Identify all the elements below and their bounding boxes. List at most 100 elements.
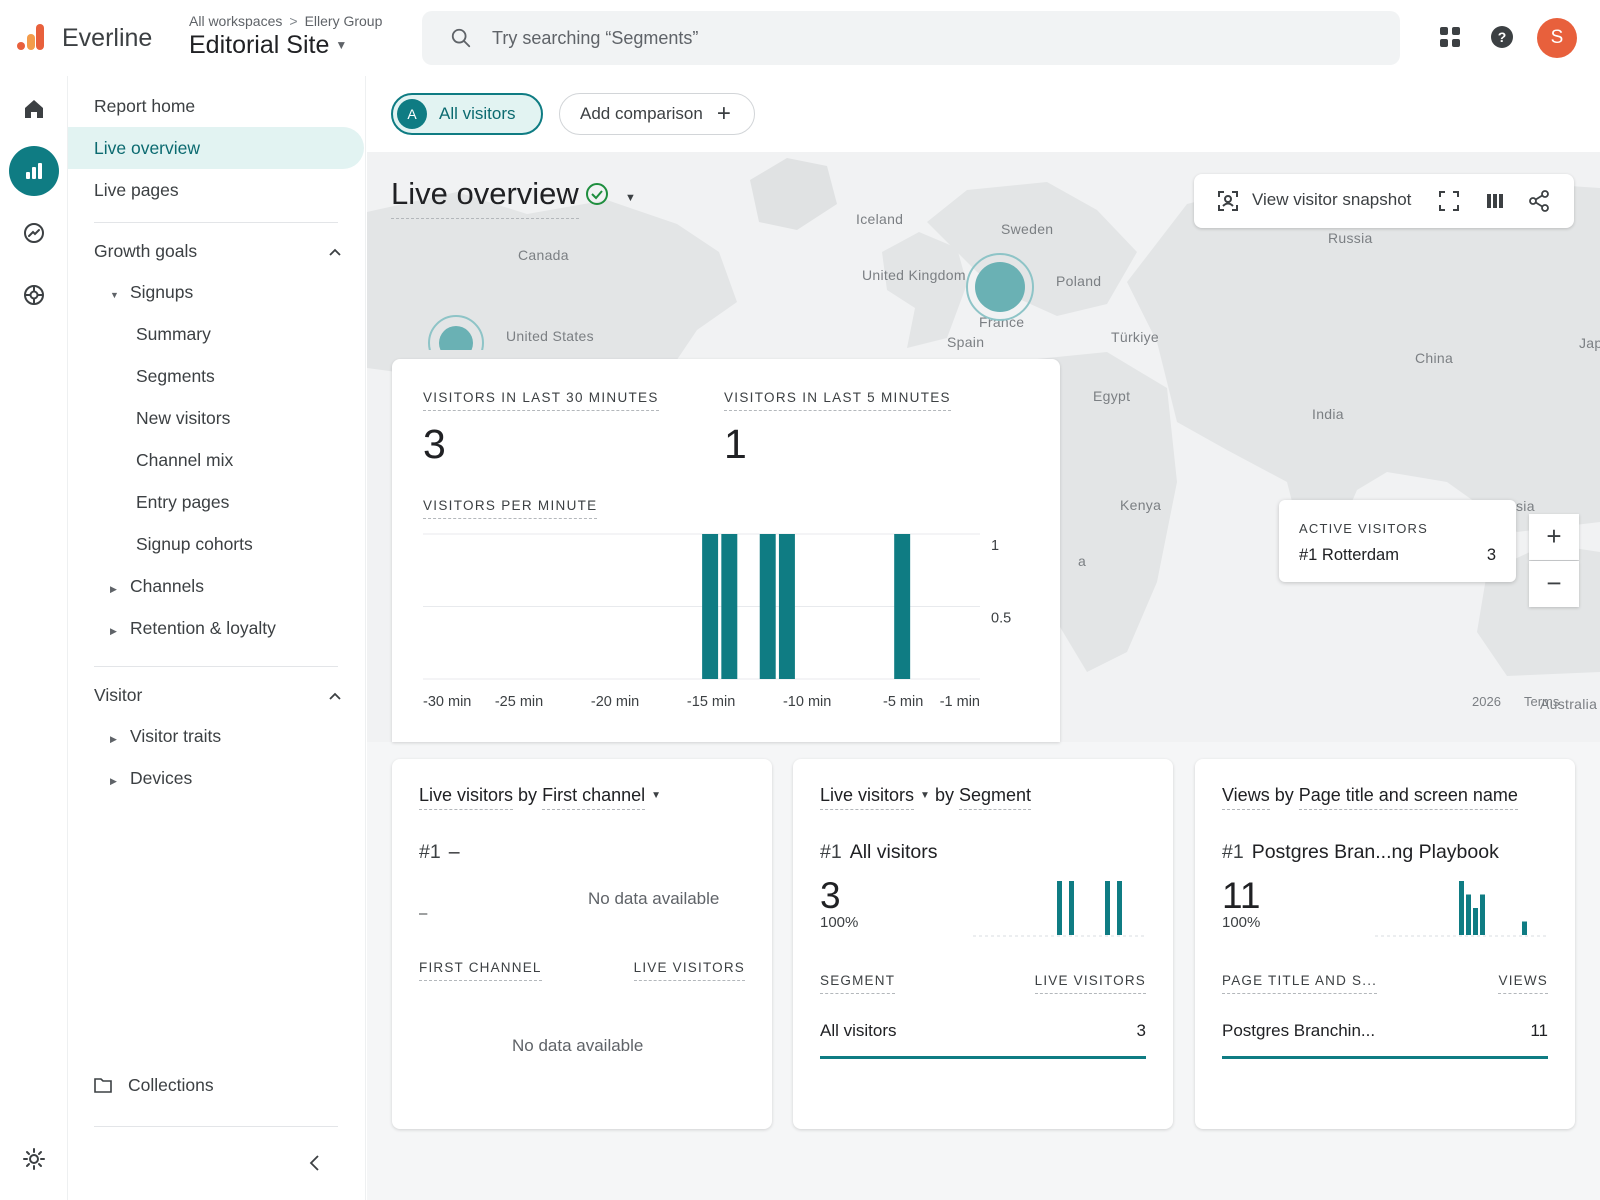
table-row-name[interactable]: All visitors [820, 1021, 897, 1040]
x-tick-label: -25 min [495, 694, 543, 709]
nav-collections[interactable]: Collections [68, 1064, 364, 1106]
nav-channels[interactable]: ▶ Channels [68, 565, 364, 607]
property-selector[interactable]: Editorial Site ▼ [189, 31, 347, 60]
share-icon[interactable] [1528, 190, 1550, 212]
card-title[interactable]: Live visitors by First channel ▼ [419, 785, 662, 810]
view-visitor-snapshot-button[interactable]: View visitor snapshot [1252, 190, 1412, 209]
nav-report-home[interactable]: Report home [94, 96, 196, 116]
caret-down-icon: ▼ [651, 790, 662, 801]
card-metric[interactable]: Views [1222, 785, 1270, 810]
kpi-label[interactable]: VISITORS IN LAST 30 MINUTES [423, 390, 659, 411]
card-metric[interactable]: Live visitors [820, 785, 915, 810]
help-icon[interactable]: ? [1489, 24, 1515, 50]
column-header[interactable]: LIVE VISITORS [633, 960, 745, 981]
chart-bar[interactable] [721, 534, 738, 679]
nav-live-overview[interactable]: Live overview [68, 127, 364, 169]
map-label: Russia [1328, 230, 1373, 246]
column-header[interactable]: FIRST CHANNEL [419, 960, 542, 981]
chart-title[interactable]: VISITORS PER MINUTE [423, 498, 598, 519]
chart-bar[interactable] [778, 534, 795, 679]
sparkline-bar [1459, 881, 1464, 935]
rail-home[interactable] [9, 84, 59, 134]
add-comparison-label: Add comparison [580, 104, 703, 123]
brand-name[interactable]: Everline [62, 24, 153, 52]
search-bar[interactable] [422, 11, 1400, 65]
kpi-value: 1 [724, 421, 747, 467]
card-sparkline[interactable] [973, 877, 1147, 939]
nav-new-visitors[interactable]: New visitors [136, 408, 231, 428]
card-rank: #1– [419, 841, 460, 864]
card-dimension[interactable]: First channel [542, 785, 646, 810]
nav-summary[interactable]: Summary [136, 324, 211, 344]
map-terms-link[interactable]: Terms [1524, 694, 1560, 709]
caret-down-icon[interactable]: ▼ [625, 192, 636, 204]
section-growth-goals[interactable]: Growth goals [68, 230, 364, 272]
breadcrumb-item[interactable]: All workspaces [189, 13, 283, 29]
sidebar-divider [94, 1126, 338, 1127]
segment-chip[interactable]: A All visitors [391, 93, 543, 135]
segment-badge: A [397, 99, 427, 129]
section-title: Growth goals [94, 241, 198, 261]
rank-number: #1 [419, 841, 441, 863]
caret-down-icon: ▼ [335, 38, 348, 52]
nav-retention-loyalty[interactable]: ▶ Retention & loyalty [68, 607, 364, 649]
column-header[interactable]: LIVE VISITORS [1034, 973, 1146, 994]
rail-settings[interactable] [9, 1134, 59, 1184]
apps-grid-icon[interactable] [1437, 24, 1463, 50]
card-metric[interactable]: Live visitors [419, 785, 514, 810]
table-row-name[interactable]: Postgres Branchin... [1222, 1021, 1376, 1040]
map-label: Sweden [1001, 221, 1054, 237]
rail-explore[interactable] [9, 208, 59, 258]
rail-reports[interactable] [9, 146, 59, 196]
nav-segments[interactable]: Segments [136, 366, 215, 386]
sparkline-bar [1105, 881, 1110, 935]
nav-entry-pages[interactable]: Entry pages [136, 492, 230, 512]
avatar[interactable]: S [1537, 18, 1577, 58]
chevron-up-icon [329, 248, 341, 256]
rank-name: All visitors [849, 841, 938, 863]
caret-right-icon: ▶ [110, 734, 117, 744]
nav-devices[interactable]: ▶ Devices [68, 757, 364, 799]
nav-channel-mix[interactable]: Channel mix [136, 450, 234, 470]
nav-signups[interactable]: ▼ Signups [68, 271, 364, 313]
card-title[interactable]: Live visitors ▼ by Segment [820, 785, 1032, 810]
card-sparkline[interactable] [1375, 877, 1549, 939]
rail-advertising[interactable] [9, 270, 59, 320]
visitor-bubble-europe[interactable] [965, 252, 1035, 322]
search-input[interactable] [492, 11, 1372, 65]
collapse-sidebar-icon[interactable] [308, 1154, 322, 1172]
card-dimension[interactable]: Page title and screen name [1298, 785, 1518, 810]
section-visitor[interactable]: Visitor [68, 674, 364, 716]
breadcrumb-item[interactable]: Ellery Group [304, 13, 383, 29]
columns-icon[interactable] [1484, 190, 1506, 212]
nav-visitor-traits[interactable]: ▶ Visitor traits [68, 715, 364, 757]
nav-label: Visitor traits [130, 726, 222, 746]
zoom-out-button[interactable]: − [1529, 561, 1579, 607]
visitor-bubble-usa[interactable] [427, 314, 485, 350]
fullscreen-icon[interactable] [1438, 190, 1460, 212]
visitors-per-minute-chart[interactable]: 1 0.5 -30 min -25 min -20 min -15 min -10 min -… [392, 519, 1060, 709]
column-header[interactable]: SEGMENT [820, 973, 896, 994]
card-by: by [934, 785, 954, 805]
column-header[interactable]: PAGE TITLE AND S... [1222, 973, 1378, 994]
everline-logo-icon[interactable] [16, 22, 46, 52]
card-rank: #1 All visitors [820, 841, 937, 864]
kpi-label[interactable]: VISITORS IN LAST 5 MINUTES [724, 390, 951, 411]
chart-bar[interactable] [894, 534, 911, 679]
add-comparison-button[interactable]: Add comparison + [559, 93, 755, 135]
chart-bar[interactable] [702, 534, 719, 679]
card-segment: Live visitors ▼ by Segment #1 All visitors… [793, 759, 1173, 1129]
chart-bar[interactable] [759, 534, 776, 679]
main-content: A All visitors Add comparison + Iceland … [367, 76, 1600, 1200]
column-header[interactable]: VIEWS [1498, 973, 1548, 994]
zoom-in-button[interactable]: + [1529, 514, 1579, 560]
map-label: United States [506, 328, 594, 344]
home-icon [25, 100, 43, 118]
nav-live-pages[interactable]: Live pages [94, 180, 179, 200]
active-visitors-card[interactable]: ACTIVE VISITORS #1 Rotterdam 3 [1279, 500, 1516, 582]
nav-signup-cohorts[interactable]: Signup cohorts [136, 534, 253, 554]
visitor-snapshot-icon[interactable] [1216, 189, 1240, 213]
card-dimension[interactable]: Segment [958, 785, 1032, 810]
card-title[interactable]: Views by Page title and screen name [1222, 785, 1518, 810]
svg-text:?: ? [1498, 29, 1507, 45]
